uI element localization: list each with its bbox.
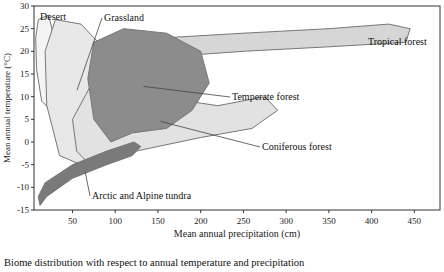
x-tick-label: 50 (68, 216, 78, 226)
x-tick-label: 300 (279, 216, 293, 226)
x-tick (115, 210, 116, 213)
y-tick (31, 6, 34, 7)
x-tick-label: 350 (322, 216, 336, 226)
x-tick (328, 210, 329, 213)
y-tick-label: -5 (22, 160, 30, 170)
label-leader (77, 18, 102, 90)
x-tick-label: 450 (408, 216, 422, 226)
biome-label: Tropical forest (368, 36, 427, 47)
biome-region (88, 29, 209, 142)
y-tick-label: 30 (20, 1, 30, 11)
x-tick (243, 210, 244, 213)
x-tick (157, 210, 158, 213)
x-tick (414, 210, 415, 213)
y-tick-label: 25 (20, 24, 30, 34)
x-tick-label: 400 (365, 216, 379, 226)
y-tick-label: 20 (20, 46, 30, 56)
y-tick-label: 10 (20, 92, 30, 102)
y-tick (31, 28, 34, 29)
plot-frame (34, 6, 440, 210)
biome-label: Arctic and Alpine tundra (92, 190, 192, 201)
y-tick-label: 5 (25, 114, 30, 124)
x-tick (200, 210, 201, 213)
y-tick-label: 0 (25, 137, 30, 147)
y-tick (31, 119, 34, 120)
x-tick (286, 210, 287, 213)
biome-label: Desert (40, 11, 66, 22)
x-tick-label: 100 (108, 216, 122, 226)
x-axis-title: Mean annual precipitation (cm) (174, 228, 300, 240)
y-tick (31, 187, 34, 188)
y-tick (31, 51, 34, 52)
x-tick-label: 150 (151, 216, 165, 226)
x-tick (72, 210, 73, 213)
chart: -15 -10 -5 0 5 10 15 20 25 30 50 100 150 200 250 300 350… (0, 0, 444, 272)
label-leader (85, 171, 90, 196)
y-tick-label: -10 (17, 182, 29, 192)
y-tick (31, 164, 34, 165)
regions (36, 15, 410, 205)
y-tick (31, 74, 34, 75)
biome-label: Grassland (104, 12, 144, 23)
y-axis-title: Mean annual temperature (°C) (2, 53, 12, 163)
x-tick-label: 200 (194, 216, 208, 226)
x-tick (371, 210, 372, 213)
y-tick (31, 210, 34, 211)
biome-label: Temperate forest (232, 91, 300, 102)
y-tick (31, 96, 34, 97)
label-leader (143, 86, 230, 97)
caption: Biome distribution with respect to annua… (4, 257, 305, 268)
y-tick-label: 15 (20, 69, 30, 79)
y-tick (31, 142, 34, 143)
label-leader (161, 121, 260, 147)
biome-label: Coniferous forest (262, 141, 332, 152)
y-tick-label: -15 (17, 205, 29, 215)
x-tick-label: 250 (237, 216, 251, 226)
